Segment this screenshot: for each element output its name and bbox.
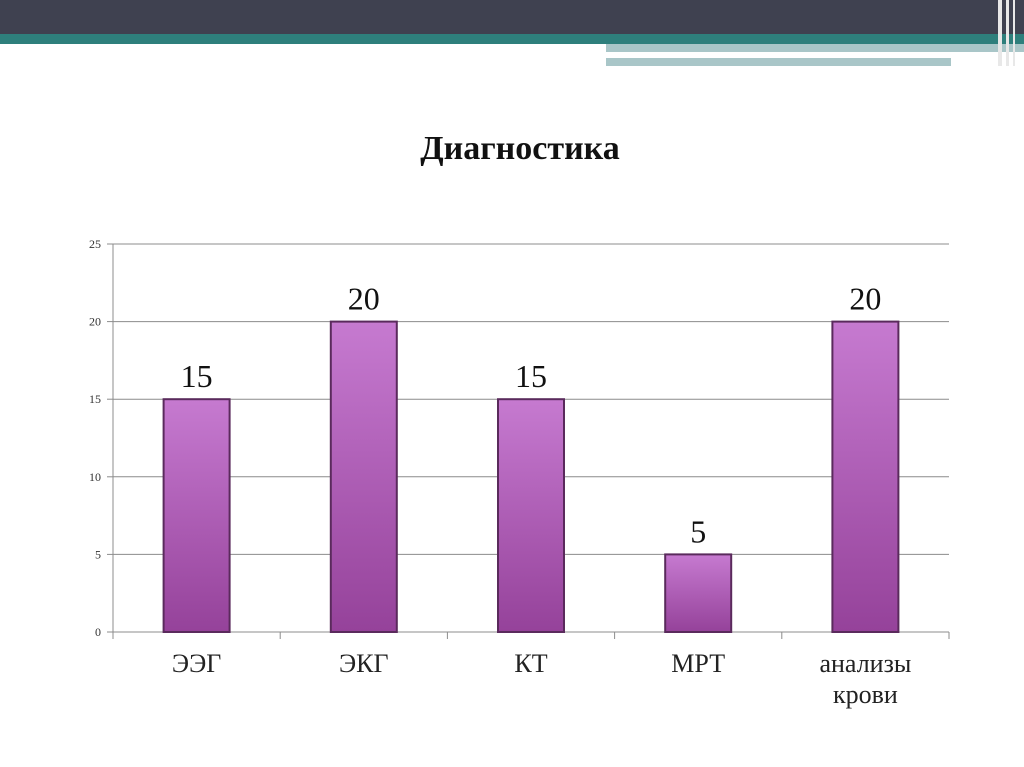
banner-edge-stripe-2 bbox=[1006, 0, 1009, 66]
y-tick-label: 25 bbox=[89, 237, 101, 251]
data-label: 20 bbox=[849, 281, 881, 317]
x-category-label: МРТ bbox=[671, 649, 725, 678]
data-label: 5 bbox=[690, 513, 706, 549]
banner-teal-band bbox=[0, 34, 1024, 44]
x-category-label: ЭЭГ bbox=[172, 649, 221, 678]
banner-dark-band bbox=[0, 0, 1024, 34]
bar bbox=[664, 553, 733, 634]
data-labels: 15 20 15 5 20 bbox=[181, 281, 882, 550]
bar bbox=[329, 320, 398, 633]
x-category-label: КТ bbox=[514, 649, 547, 678]
x-category-label: анализы bbox=[819, 649, 911, 678]
y-tick-labels: 0 5 10 15 20 25 bbox=[89, 237, 101, 639]
banner-light-strip bbox=[606, 58, 951, 66]
y-tick-label: 15 bbox=[89, 392, 101, 406]
bar bbox=[162, 398, 231, 634]
x-category-label: ЭКГ bbox=[339, 649, 389, 678]
bar bbox=[831, 320, 900, 633]
header-banner bbox=[0, 0, 1024, 66]
banner-light-band bbox=[606, 44, 1024, 52]
y-tick-label: 0 bbox=[95, 625, 101, 639]
y-tick-label: 5 bbox=[95, 547, 101, 561]
y-tick-label: 10 bbox=[89, 470, 101, 484]
x-category-label: крови bbox=[833, 680, 898, 709]
y-tick-label: 20 bbox=[89, 315, 101, 329]
chart-title: Диагностика bbox=[420, 130, 620, 167]
data-label: 15 bbox=[181, 358, 213, 394]
banner-edge-stripe-3 bbox=[1013, 0, 1015, 66]
data-label: 20 bbox=[348, 281, 380, 317]
data-label: 15 bbox=[515, 358, 547, 394]
bars bbox=[162, 320, 900, 634]
banner-edge-stripe-1 bbox=[998, 0, 1002, 66]
bar bbox=[497, 398, 565, 634]
